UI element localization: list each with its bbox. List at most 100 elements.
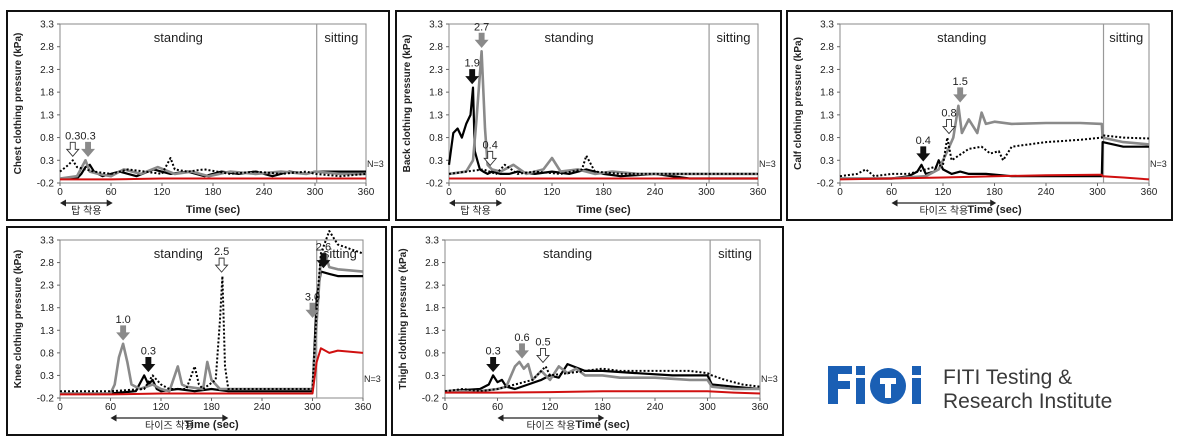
series-line-dotted (448, 154, 758, 175)
donning-arrowhead-left (60, 199, 66, 207)
annotation-label: 2.5 (214, 246, 229, 258)
annotation-arrow (486, 356, 501, 373)
y-tick-label: 2.8 (40, 42, 54, 53)
x-tick-label: 60 (886, 187, 898, 198)
annotation-arrow (916, 146, 931, 162)
y-tick-label: -0.2 (37, 394, 55, 405)
y-tick-label: 1.3 (820, 110, 834, 121)
donning-label: 탑 착용 (71, 205, 101, 217)
x-tick-label: 240 (1038, 187, 1055, 198)
x-tick-label: 0 (837, 187, 843, 198)
y-tick-label: 0.8 (40, 348, 54, 359)
annotation-arrow (81, 141, 96, 157)
y-tick-label: 1.8 (40, 303, 54, 314)
annotation-arrow (214, 257, 229, 273)
y-tick-label: 1.3 (425, 326, 439, 337)
y-tick-label: 3.3 (40, 236, 54, 247)
x-tick-label: 0 (57, 187, 63, 198)
x-tick-label: 60 (105, 187, 117, 198)
y-tick-label: -0.2 (422, 394, 440, 405)
standing-label: standing (154, 246, 203, 261)
donning-arrowhead-right (106, 199, 113, 207)
plot-frame (59, 23, 367, 184)
fiti-logo-text: FITI Testing & Research Institute (943, 366, 1112, 414)
x-tick-label: 60 (495, 187, 507, 198)
y-tick-label: 2.3 (429, 65, 443, 76)
donning-arrowhead-right (496, 199, 503, 207)
x-tick-label: 0 (442, 402, 448, 413)
y-tick-label: 2.8 (429, 42, 443, 53)
y-axis-label: Back clothing pressure (kPa) (402, 35, 413, 173)
y-tick-label: 0.8 (429, 133, 443, 144)
sitting-label: sitting (323, 246, 357, 261)
x-tick-label: 360 (750, 187, 767, 198)
n-label: N=3 (367, 159, 384, 169)
series-line-red (839, 173, 1150, 181)
thigh-pressure-chart: -0.2 0.3 0.8 1.3 1.8 2.3 2.8 3.3 0 60 120 180 240 300… (391, 226, 784, 436)
x-tick-label: 240 (647, 402, 664, 413)
annotation-arrow (141, 356, 156, 373)
y-tick-label: 2.8 (425, 258, 439, 269)
annotation-arrow (474, 32, 489, 48)
donning-arrowhead-right (990, 199, 997, 207)
x-tick-label: 120 (154, 187, 171, 198)
annotation-label: 1.9 (465, 58, 480, 70)
annotation-label: 0.3 (485, 345, 500, 357)
y-tick-label: 0.3 (40, 156, 54, 167)
chest-pressure-chart: -0.2 0.3 0.8 1.3 1.8 2.3 2.8 3.3 0 60 120 180 240 300… (6, 10, 390, 221)
y-tick-label: 0.8 (40, 133, 54, 144)
back-pressure-chart: -0.2 0.3 0.8 1.3 1.8 2.3 2.8 3.3 0 60 120 180 240 300… (395, 10, 782, 221)
x-tick-label: 120 (935, 187, 952, 198)
x-tick-label: 300 (1089, 187, 1106, 198)
x-tick-label: 120 (544, 187, 561, 198)
annotation-arrow (483, 150, 498, 167)
donning-arrowhead-left (891, 199, 898, 207)
annotation-label: 2.6 (316, 242, 331, 254)
series-line-gray (60, 252, 364, 395)
annotation-label: 0.8 (941, 108, 956, 120)
annotation-arrow (65, 141, 80, 157)
series-line-dotted (59, 157, 367, 178)
x-axis-label: Time (sec) (576, 204, 631, 216)
y-tick-label: 1.8 (40, 88, 54, 99)
y-tick-label: 2.3 (40, 65, 54, 76)
y-tick-label: 2.3 (820, 65, 834, 76)
donning-arrowhead-left (497, 414, 504, 422)
annotation-arrow (116, 325, 131, 341)
standing-label: standing (937, 30, 986, 45)
n-label: N=3 (761, 374, 778, 384)
y-axis-label: Chest clothing pressure (kPa) (13, 33, 24, 175)
calf-pressure-chart: -0.2 0.3 0.8 1.3 1.8 2.3 2.8 3.3 0 60 120 180 240 300… (786, 10, 1173, 221)
x-tick-label: 0 (57, 402, 63, 413)
sitting-label: sitting (717, 30, 751, 45)
x-tick-label: 300 (698, 187, 715, 198)
y-tick-label: 3.3 (40, 20, 54, 31)
x-tick-label: 180 (986, 187, 1003, 198)
x-tick-label: 240 (254, 402, 271, 413)
x-axis-label: Time (sec) (575, 419, 630, 431)
y-tick-label: -0.2 (426, 179, 444, 190)
donning-arrowhead-right (598, 414, 605, 422)
standing-label: standing (544, 30, 593, 45)
sitting-label: sitting (1109, 30, 1143, 45)
series-line-dotted (444, 365, 761, 393)
knee-pressure-chart: -0.2 0.3 0.8 1.3 1.8 2.3 2.8 3.3 0 60 120 180 240 300… (6, 226, 387, 436)
n-label: N=3 (1150, 159, 1167, 169)
y-tick-label: 1.3 (40, 326, 54, 337)
y-tick-label: 2.8 (40, 258, 54, 269)
y-tick-label: 0.3 (820, 156, 834, 167)
series-line-black (840, 141, 1149, 180)
sitting-label: sitting (718, 246, 752, 261)
y-tick-label: 2.8 (820, 42, 834, 53)
x-tick-label: 180 (203, 402, 220, 413)
x-tick-label: 120 (153, 402, 170, 413)
x-tick-label: 240 (256, 187, 273, 198)
y-tick-label: 1.8 (820, 88, 834, 99)
donning-arrowhead-left (110, 414, 117, 422)
y-tick-label: 1.8 (425, 303, 439, 314)
x-tick-label: 60 (105, 402, 117, 413)
x-tick-label: 360 (752, 402, 769, 413)
x-tick-label: 240 (647, 187, 664, 198)
x-tick-label: 60 (492, 402, 504, 413)
series-line-gray (448, 49, 758, 176)
